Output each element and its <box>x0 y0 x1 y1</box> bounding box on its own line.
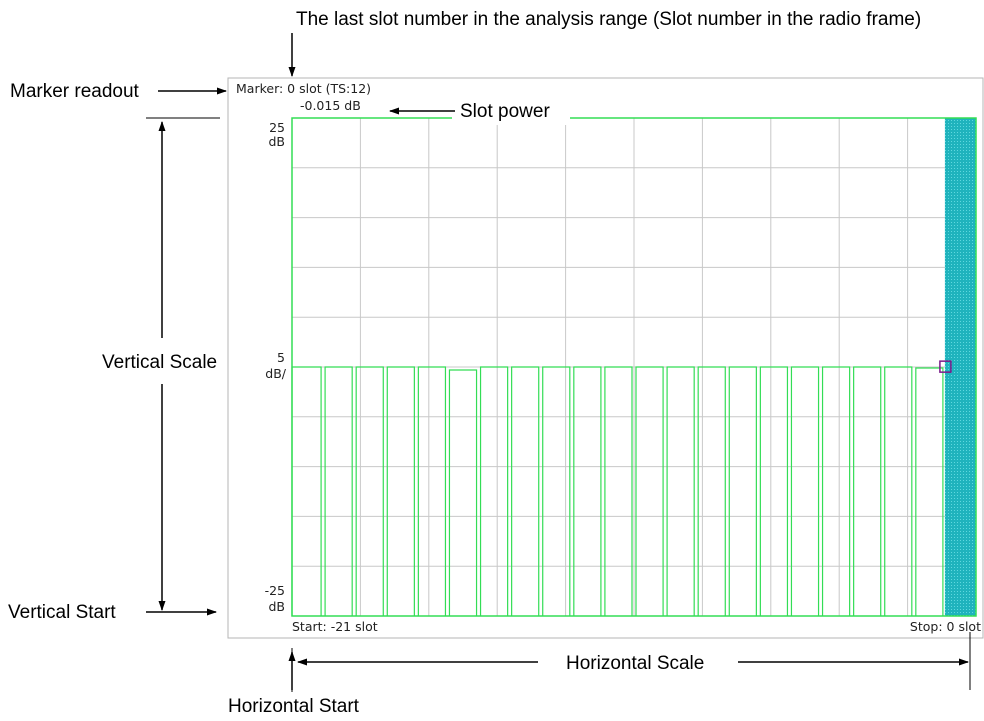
marker-icon <box>939 360 952 373</box>
slot-bar <box>479 366 509 616</box>
horizontal-scale-callout: Horizontal Scale <box>566 653 704 674</box>
last-slot-callout: The last slot number in the analysis ran… <box>296 9 921 30</box>
slot-power-label-bg <box>452 97 570 125</box>
horizontal-start-callout: Horizontal Start <box>228 696 360 717</box>
marker-line: Marker: 0 slot (TS:12) <box>236 81 371 96</box>
slot-bar <box>573 366 602 616</box>
slot-bar <box>635 366 664 616</box>
stop-label: Stop: 0 slot <box>910 619 981 634</box>
start-label: Start: -21 slot <box>292 619 378 634</box>
slot-bar <box>697 366 726 616</box>
last-slot-highlight <box>944 118 976 616</box>
slot-bar <box>542 366 571 616</box>
slot-bar <box>511 366 540 616</box>
slot-bar <box>417 366 447 616</box>
vertical-start-callout: Vertical Start <box>8 602 116 623</box>
slot-bars <box>291 366 944 616</box>
slot-power-value: -0.015 dB <box>300 98 361 113</box>
slot-power-callout: Slot power <box>460 101 550 122</box>
slot-bar <box>759 366 789 616</box>
slot-bar <box>604 366 633 616</box>
slot-bar <box>821 366 851 616</box>
slot-bar <box>324 366 353 616</box>
vertical-scale-callout: Vertical Scale <box>102 352 217 373</box>
plot-border <box>291 117 977 617</box>
slot-bar <box>884 366 913 616</box>
slot-bar <box>666 366 695 616</box>
y-bottom-unit: dB <box>268 599 285 614</box>
slot-bar <box>355 366 384 616</box>
slot-bar <box>386 366 415 616</box>
y-top-value: 25 <box>269 120 285 135</box>
y-scale-value: 5 <box>277 350 285 365</box>
y-scale-unit: dB/ <box>265 366 287 381</box>
slot-bar <box>728 366 757 616</box>
y-bottom-value: -25 <box>265 583 285 598</box>
slot-bar <box>790 366 820 616</box>
marker-readout-callout: Marker readout <box>10 81 140 102</box>
slot-bar <box>853 366 882 616</box>
y-top-unit: dB <box>268 134 285 149</box>
slot-bar <box>915 367 944 616</box>
slot-bar <box>448 369 478 616</box>
